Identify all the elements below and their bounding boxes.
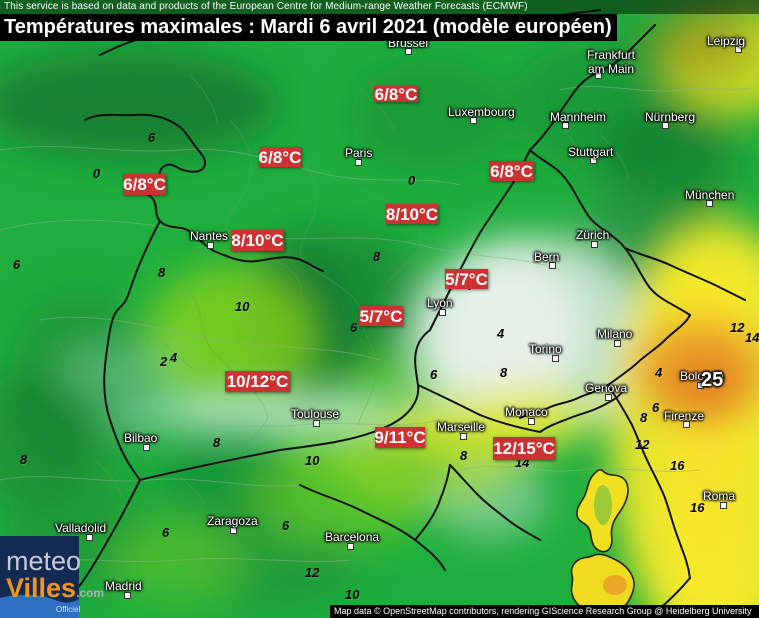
- svg-text:Villes.com: Villes.com: [6, 573, 104, 603]
- svg-text:meteo: meteo: [6, 546, 81, 576]
- svg-text:Officiel: Officiel: [56, 605, 81, 614]
